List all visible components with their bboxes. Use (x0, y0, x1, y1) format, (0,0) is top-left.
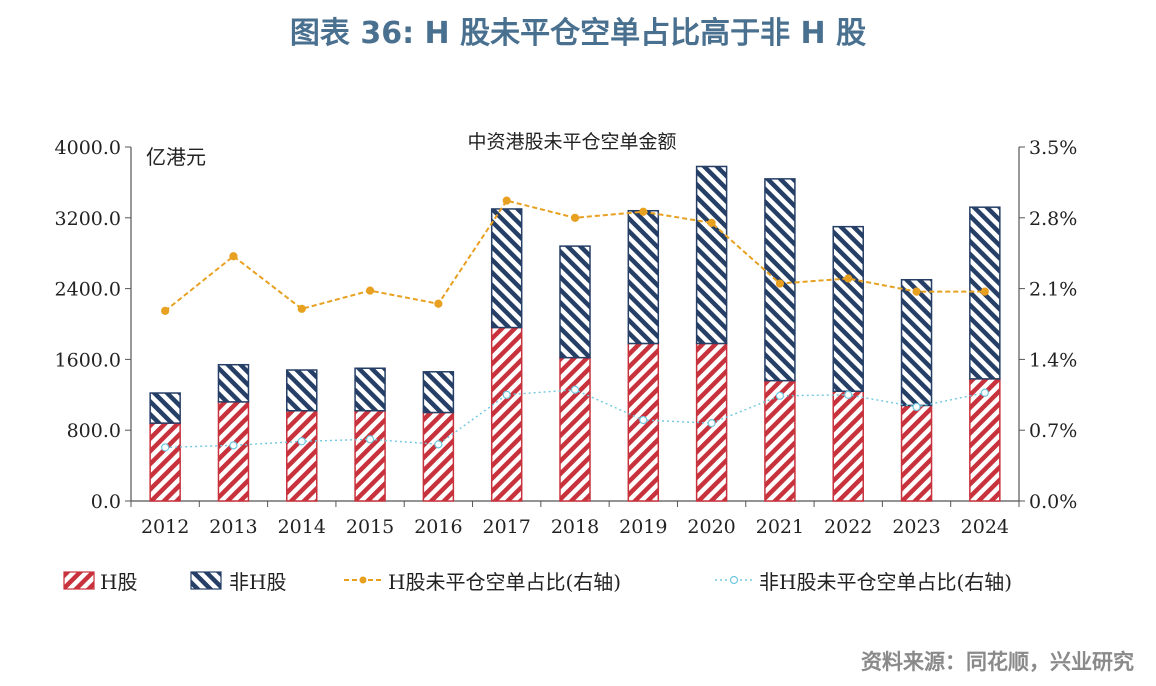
bar-non-h-share (900, 279, 933, 407)
legend-label-h-ratio: H股未平仓空单占比(右轴) (388, 570, 621, 594)
bar-h-share (217, 401, 250, 502)
y-left-tick-label: 3200.0 (55, 208, 121, 230)
point-h-ratio (570, 213, 580, 222)
point-h-ratio (844, 274, 853, 283)
y-right-tick-label: 3.5% (1029, 137, 1077, 159)
point-non-h-ratio (365, 435, 375, 444)
bar-h-share (900, 404, 933, 502)
y-left-tick-label: 4000.0 (55, 137, 121, 159)
bar-non-h-share (149, 392, 181, 424)
bar-non-h-share (627, 209, 660, 345)
point-h-ratio (229, 252, 238, 261)
y-unit-label: 亿港元 (146, 145, 206, 169)
point-non-h-ratio (707, 419, 716, 428)
legend-marker-non-h-ratio (729, 575, 739, 585)
x-tick-label: 2024 (961, 516, 1009, 538)
point-non-h-ratio (912, 402, 921, 412)
y-left-tick-label: 2400.0 (55, 279, 121, 301)
point-h-ratio (502, 196, 511, 205)
bar-non-h-share (286, 369, 318, 412)
point-h-ratio (912, 287, 921, 296)
y-right-tick-label: 2.1% (1029, 279, 1077, 301)
bar-h-share (969, 378, 1001, 502)
bar-non-h-share (217, 363, 250, 403)
point-h-ratio (707, 218, 716, 227)
point-non-h-ratio (297, 437, 306, 446)
legend-label-non-h-ratio: 非H股未平仓空单占比(右轴) (759, 570, 1012, 594)
x-tick-label: 2018 (551, 516, 599, 538)
x-tick-label: 2013 (209, 516, 257, 538)
x-tick-label: 2016 (414, 516, 462, 538)
y-right-tick-label: 2.8% (1029, 208, 1077, 230)
point-non-h-ratio (434, 440, 443, 449)
point-non-h-ratio (502, 390, 511, 399)
x-tick-label: 2022 (824, 516, 872, 538)
legend-label-h: H股 (100, 570, 137, 594)
y-left-tick-label: 1600.0 (55, 349, 121, 371)
bar-non-h-share (695, 165, 728, 345)
x-tick-label: 2020 (687, 516, 735, 538)
point-non-h-ratio (980, 388, 989, 397)
legend-swatch-h (63, 571, 95, 590)
chart-subtitle: 中资港股未平仓空单金额 (467, 131, 676, 153)
point-non-h-ratio (775, 391, 785, 400)
bar-non-h-share (422, 371, 455, 414)
legend-swatch-non-h (190, 571, 222, 590)
bar-h-share (286, 409, 318, 502)
bar-non-h-share (832, 225, 864, 393)
point-h-ratio (434, 299, 443, 308)
point-h-ratio (161, 306, 170, 315)
x-tick-label: 2023 (892, 516, 940, 538)
x-tick-label: 2012 (141, 516, 189, 538)
bar-h-share (422, 411, 455, 502)
point-h-ratio (775, 279, 785, 288)
point-non-h-ratio (639, 415, 648, 425)
bar-h-share (490, 326, 523, 502)
point-non-h-ratio (844, 390, 853, 399)
chart-title: 图表 36: H 股未平仓空单占比高于非 H 股 (289, 16, 867, 51)
point-h-ratio (297, 304, 306, 313)
point-non-h-ratio (161, 443, 170, 452)
bar-h-share (354, 409, 386, 502)
bar-h-share (149, 422, 181, 502)
y-right-tick-label: 1.4% (1029, 349, 1077, 371)
bar-non-h-share (490, 208, 523, 329)
y-left-tick-label: 800.0 (67, 420, 121, 442)
y-right-tick-label: 0.7% (1029, 420, 1077, 442)
point-non-h-ratio (570, 385, 580, 394)
legend-label-non-h: 非H股 (229, 570, 286, 594)
x-tick-label: 2021 (756, 516, 804, 538)
y-right-tick-label: 0.0% (1029, 491, 1077, 513)
point-h-ratio (980, 287, 989, 296)
bar-h-share (559, 356, 591, 502)
point-h-ratio (365, 286, 375, 295)
bar-h-share (832, 390, 864, 502)
y-left-tick-label: 0.0 (91, 491, 121, 513)
x-tick-label: 2019 (619, 516, 667, 538)
bar-non-h-share (354, 367, 386, 412)
x-tick-label: 2014 (278, 516, 326, 538)
bar-non-h-share (559, 245, 591, 359)
point-h-ratio (639, 207, 648, 216)
source-note: 资料来源：同花顺，兴业研究 (861, 650, 1134, 674)
legend: H股 非H股 H股未平仓空单占比(右轴) 非H股未平仓空单占比(右轴) (63, 570, 1012, 594)
point-non-h-ratio (229, 441, 238, 450)
x-tick-label: 2017 (483, 516, 531, 538)
chart: 0.0 800.0 1600.0 2400.0 3200.0 4000.0 0.0% 0.7%… (55, 131, 1078, 594)
legend-marker-h-ratio (359, 576, 367, 584)
x-tick-label: 2015 (346, 516, 394, 538)
